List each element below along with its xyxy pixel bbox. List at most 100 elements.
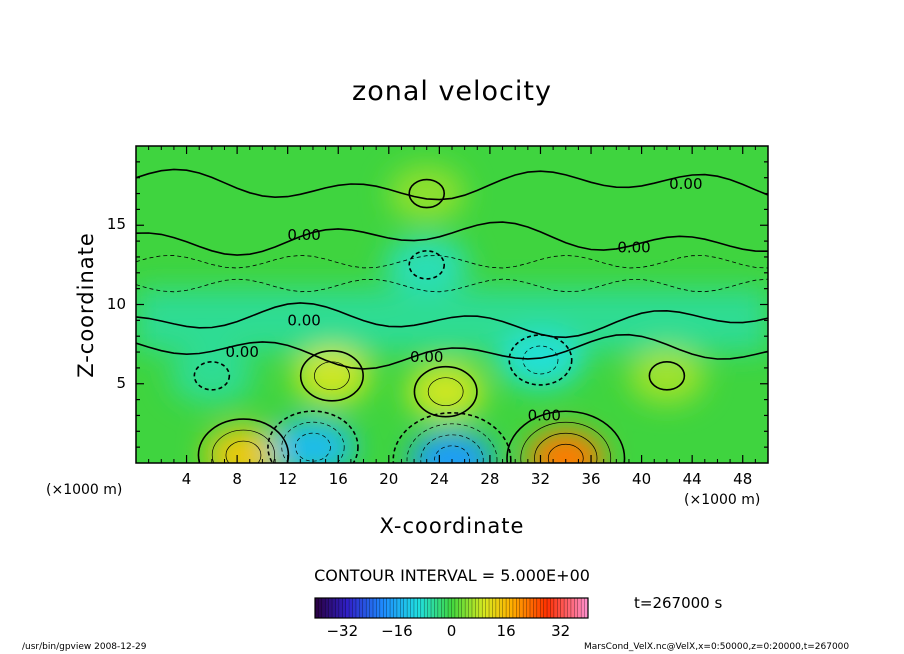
contour-ring-7-1 (420, 434, 484, 463)
colorbar-cell-27 (407, 598, 411, 618)
colorbar-tick-label-1: −16 (381, 622, 413, 640)
contour-ring-6-2 (267, 410, 359, 463)
contour-label-6: 0.00 (528, 406, 561, 424)
colorbar-cell-17 (373, 598, 377, 618)
colorbar-cell-48 (478, 598, 483, 618)
contour-ring-1-0 (427, 377, 464, 407)
colorbar-cell-24 (396, 598, 401, 618)
colorbar-cell-57 (509, 598, 514, 618)
x-tick-label-8: 36 (581, 470, 601, 488)
max-blob-0 (293, 347, 370, 404)
contour-ring-8-1 (508, 334, 573, 386)
colorbar-cell-49 (482, 598, 486, 618)
x-tick-label-7: 32 (530, 470, 551, 488)
colorbar-cell-30 (417, 598, 422, 618)
tick-marks (136, 146, 768, 463)
chart-title: zonal velocity (352, 76, 552, 107)
contour-ring-8-0 (522, 345, 559, 375)
contour-ring-2-1 (211, 429, 276, 463)
colorbar-cell-71 (557, 598, 561, 618)
colorbar-cell-72 (560, 598, 565, 618)
colorbar-cell-60 (519, 598, 524, 618)
colorbar-cell-20 (383, 598, 387, 618)
colorbar-cell-62 (526, 598, 531, 618)
y-axis-label: Z-coordinate (74, 232, 98, 378)
neg-contour-0 (136, 254, 768, 269)
footer-command: /usr/bin/gpview 2008-12-29 (22, 642, 147, 652)
x-tick-label-5: 24 (429, 470, 449, 488)
colorbar-cell-13 (359, 598, 364, 618)
x-unit-right: (×1000 m) (684, 492, 761, 508)
colorbar-cell-73 (564, 598, 568, 618)
heatmap-field (136, 165, 768, 463)
contour-ring-3-2 (520, 421, 612, 463)
y-tick-label-2: 15 (106, 215, 126, 234)
colorbar-cell-34 (431, 598, 435, 618)
x-tick-label-0: 4 (181, 470, 192, 488)
colorbar-cell-33 (427, 598, 432, 618)
contour-interval-label: CONTOUR INTERVAL = 5.000E+00 (314, 566, 590, 585)
y-tick-label-0: 5 (116, 373, 126, 392)
colorbar-cell-15 (366, 598, 370, 618)
colorbar-tick-label-3: 16 (496, 622, 516, 640)
colorbar-cell-4 (328, 598, 333, 618)
colorbar-cell-38 (444, 598, 449, 618)
colorbar-cell-70 (553, 598, 558, 618)
colorbar-cell-66 (540, 598, 544, 618)
colorbar-cell-31 (420, 598, 425, 618)
colorbar-cell-6 (335, 598, 340, 618)
colorbar-cell-7 (338, 598, 343, 618)
colorbar-cell-77 (577, 598, 582, 618)
contour-ring-6-1 (281, 421, 345, 463)
x-axis-label: X-coordinate (379, 514, 525, 538)
contour-label-0: 0.00 (669, 175, 702, 193)
colorbar-cell-44 (465, 598, 469, 618)
min-blob-10 (169, 347, 254, 404)
colorbar-cell-74 (567, 598, 572, 618)
colorbar-cell-25 (400, 598, 405, 618)
colorbar-cell-5 (332, 598, 336, 618)
colorbar-tick-label-4: 32 (551, 622, 571, 640)
min-blob-6 (270, 419, 355, 463)
contour-lines (136, 168, 768, 463)
min-blob-7 (410, 431, 494, 463)
colorbar-cell-32 (424, 598, 428, 618)
colorbar-cell-8 (342, 598, 347, 618)
contour-ring-7-2 (406, 423, 498, 463)
contour-ring-1-1 (413, 365, 478, 418)
colorbar-cell-9 (345, 598, 350, 618)
colorbar-cell-51 (489, 598, 493, 618)
colorbar-cell-39 (448, 598, 452, 618)
contour-ring-4-0 (648, 361, 686, 391)
x-tick-label-9: 40 (632, 470, 652, 488)
colorbar-cell-47 (475, 598, 480, 618)
colorbar-cell-68 (547, 598, 551, 618)
colorbar-cell-21 (386, 598, 391, 618)
x-tick-label-1: 8 (232, 470, 242, 488)
colorbar-frame (314, 597, 589, 619)
x-tick-label-2: 12 (278, 470, 298, 488)
contour-ring-0-1 (299, 350, 364, 402)
colorbar-cell-50 (485, 598, 490, 618)
colorbar-cell-78 (581, 598, 585, 618)
colorbar-cell-76 (574, 598, 579, 618)
contour-label-3: 0.00 (287, 311, 320, 329)
zero-contour-3 (136, 333, 768, 370)
colorbar-cell-55 (502, 598, 507, 618)
zero-contour-2 (136, 302, 768, 339)
colorbar (314, 597, 589, 619)
colorbar-cell-1 (318, 598, 323, 618)
colorbar-cell-75 (570, 598, 575, 618)
contour-label-2: 0.00 (617, 238, 650, 256)
contour-ring-10-0 (193, 361, 231, 391)
colorbar-cell-43 (461, 598, 466, 618)
colorbar-cell-53 (495, 598, 500, 618)
colorbar-cell-36 (437, 598, 442, 618)
colorbar-tick-label-2: 0 (446, 622, 457, 640)
colorbar-cell-26 (403, 598, 408, 618)
colorbar-cell-35 (434, 598, 439, 618)
colorbar-cell-45 (468, 598, 473, 618)
colorbar-cell-40 (451, 598, 456, 618)
x-tick-label-6: 28 (480, 470, 500, 488)
zero-contour-1 (136, 221, 768, 256)
